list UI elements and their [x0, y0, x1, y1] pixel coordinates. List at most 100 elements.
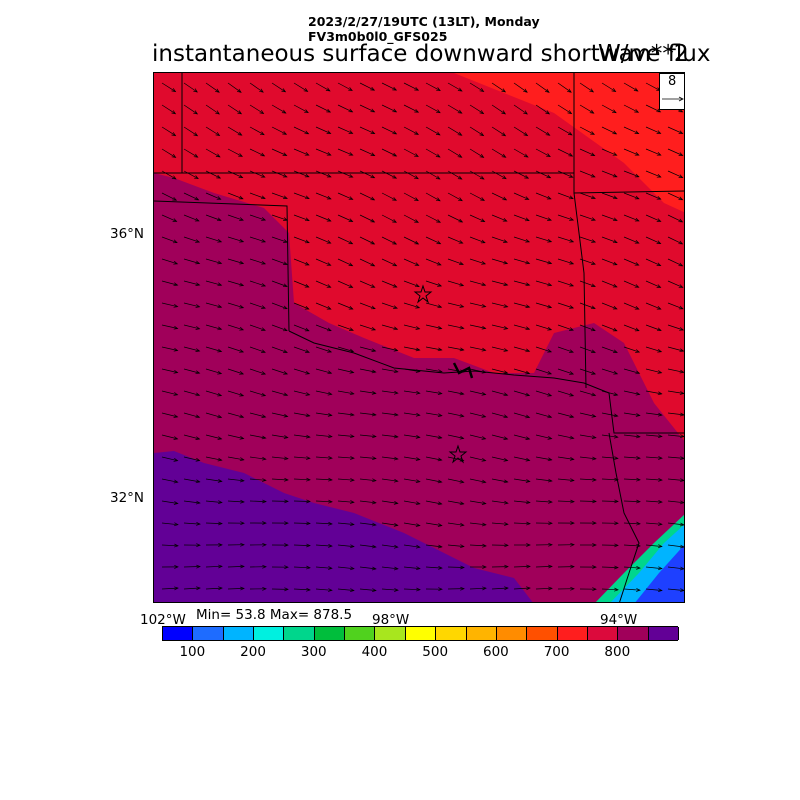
wind-vector-head: [173, 282, 179, 287]
wind-vector: [271, 368, 288, 375]
wind-vector-head: [325, 87, 331, 92]
wind-vector: [425, 390, 442, 394]
wind-vectors: [161, 82, 684, 593]
wind-vector: [513, 412, 530, 418]
wind-vector: [337, 104, 353, 113]
wind-vector: [491, 82, 506, 93]
wind-vector: [403, 368, 420, 372]
wind-vector: [491, 302, 508, 308]
wind-vector: [403, 500, 420, 505]
wind-vector: [623, 588, 641, 591]
wind-vector: [469, 522, 486, 526]
wind-vector-head: [173, 458, 179, 462]
wind-vector-head: [482, 586, 487, 591]
wind-vector: [579, 280, 596, 287]
wind-vector: [557, 434, 574, 439]
wind-vector: [645, 126, 661, 134]
plot-title: instantaneous surface downward shortwave…: [152, 41, 711, 67]
wind-vector-head: [459, 479, 465, 484]
wind-vector: [513, 522, 531, 525]
wind-vector: [161, 214, 177, 222]
wind-vector-head: [259, 110, 265, 114]
wind-vector: [667, 368, 684, 373]
wind-vector-head: [392, 240, 398, 245]
colorbar-swatch: [163, 627, 194, 640]
wind-vector: [293, 236, 310, 244]
colorbar-label: 700: [543, 644, 570, 660]
colorbar-swatch: [254, 627, 285, 640]
wind-vector-head: [479, 87, 485, 92]
colorbar: [162, 626, 679, 641]
wind-vector: [271, 280, 288, 287]
wind-vector-head: [656, 152, 662, 156]
wind-vector: [337, 544, 354, 547]
wind-vector-head: [525, 260, 531, 265]
wind-vector-head: [173, 414, 179, 418]
wind-vector-head: [636, 521, 641, 526]
map-panel: [153, 72, 685, 603]
wind-vector: [535, 566, 553, 568]
wind-vector-head: [326, 130, 332, 134]
wind-vector: [513, 390, 530, 396]
wind-vector: [227, 258, 244, 264]
wind-vector: [579, 82, 594, 93]
wind-vector-head: [328, 521, 333, 526]
wind-vector: [315, 148, 331, 156]
wind-vector-head: [370, 108, 376, 113]
wind-vector-head: [525, 370, 531, 375]
wind-vector-head: [437, 325, 443, 330]
wind-vector-head: [679, 500, 684, 505]
wind-vector-head: [459, 369, 465, 374]
wind-vector-head: [569, 371, 575, 375]
wind-vector: [601, 478, 619, 481]
wind-vector: [271, 478, 289, 481]
wind-vector: [381, 236, 397, 245]
wind-vector-head: [680, 434, 684, 439]
wind-vector-head: [612, 327, 618, 332]
wind-vector-head: [414, 86, 420, 91]
wind-vector: [227, 478, 244, 482]
wind-vector-head: [525, 348, 531, 353]
wind-vector: [667, 346, 684, 352]
wind-vector-head: [217, 238, 223, 243]
wind-vector: [381, 588, 399, 591]
wind-vector: [667, 324, 684, 331]
wind-vector-head: [195, 260, 201, 265]
wind-vector: [623, 412, 640, 416]
wind-vector: [623, 500, 641, 503]
wind-vector: [447, 566, 465, 568]
wind-vector-head: [547, 260, 553, 265]
wind-vector-head: [591, 217, 596, 221]
wind-vector-head: [592, 565, 597, 569]
wind-vector: [491, 214, 507, 222]
wind-vector: [447, 324, 464, 329]
wind-vector: [623, 478, 641, 481]
wind-vector-head: [370, 152, 376, 156]
wind-vector: [205, 346, 222, 352]
wind-vector: [557, 390, 574, 397]
wind-vector-head: [547, 436, 553, 440]
wind-vector-head: [304, 217, 310, 222]
wind-vector-head: [262, 521, 267, 525]
wind-vector: [161, 280, 178, 286]
wind-vector-head: [679, 327, 684, 331]
wind-vector: [381, 258, 397, 267]
wind-vector: [403, 566, 420, 569]
wind-vector-head: [328, 455, 333, 460]
wind-vector-head: [393, 347, 399, 352]
wind-vector: [381, 214, 397, 223]
wind-vector: [381, 390, 398, 394]
wind-vector: [667, 434, 684, 437]
wind-vector-head: [261, 371, 267, 375]
wind-vector: [161, 390, 178, 396]
wind-vector: [337, 280, 353, 288]
wind-vector: [601, 104, 617, 114]
wind-vector-head: [240, 564, 245, 569]
wind-vector: [645, 478, 663, 481]
wind-vector-head: [283, 392, 289, 397]
wind-vector-head: [238, 174, 244, 178]
wind-vector-head: [436, 109, 441, 114]
wind-vector-head: [569, 349, 574, 353]
units-label: W/m**2: [598, 41, 689, 67]
wind-vector-head: [174, 564, 179, 569]
